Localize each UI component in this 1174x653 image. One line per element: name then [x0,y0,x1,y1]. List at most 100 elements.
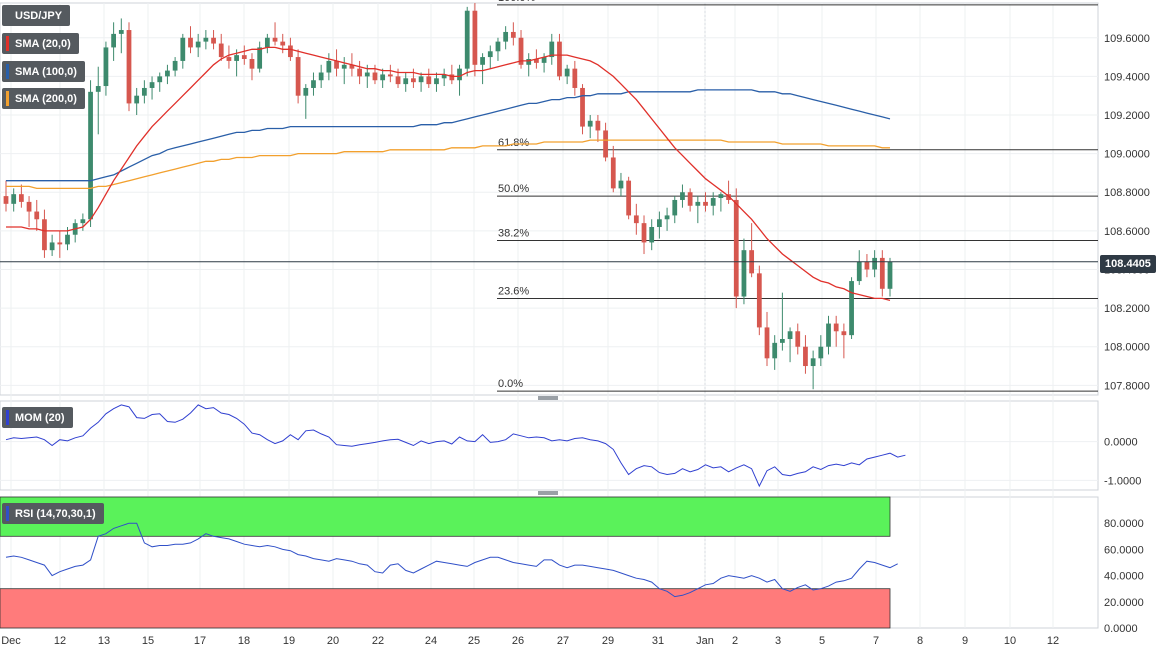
candle [764,311,770,367]
candle [557,33,562,81]
candle-body [887,261,893,289]
candle [426,68,432,88]
candle [311,72,316,96]
candle-body [418,76,424,83]
candle-body [641,223,647,243]
candle [441,68,447,87]
candle [587,115,593,139]
candle [165,64,170,85]
sma200-swatch [6,91,9,106]
candle-body [595,120,601,131]
price-tick-label: 108.6000 [1104,226,1150,238]
candle-body [42,219,47,251]
rsi-overbought-zone [0,496,891,537]
pair-label[interactable]: USD/JPY [2,5,71,26]
candle-body [464,10,470,69]
x-tick-label: Dec [1,635,21,647]
candle-body [695,201,701,206]
candle [603,122,608,162]
candle [372,64,378,85]
legend-momentum[interactable]: MOM (20) [2,407,73,428]
candle-body [772,342,778,359]
candle-body [557,41,562,77]
candle-body [664,215,670,220]
candle [510,22,516,46]
candle [503,26,509,50]
candle-body [334,60,339,69]
x-tick-label: 20 [327,635,339,647]
candle-body [65,234,70,245]
sma100-line [6,89,891,182]
candle [387,64,393,83]
candle-body [672,199,678,216]
candle-body [234,55,239,61]
candle-body [3,196,9,204]
candle-body [311,80,316,88]
fib-label: 0.0% [498,378,523,390]
candle [149,76,155,100]
candle-body [472,10,478,65]
candle-body [226,57,232,61]
legend-rsi[interactable]: RSI (14,70,30,1) [2,503,104,524]
candle [864,254,870,278]
candle-body [741,250,747,297]
candle-body [657,219,662,227]
candle-body [541,57,547,63]
candle [457,64,462,96]
price-tick-label: 109.2000 [1104,110,1150,122]
x-tick-label: 8 [917,635,923,647]
candle [480,53,485,85]
candle-body [326,60,332,73]
candle-body [503,31,509,42]
candle-body [257,47,263,69]
candle [879,250,885,297]
candle [572,60,578,96]
candle-body [818,346,824,359]
candle [487,45,493,69]
legend-sma20[interactable]: SMA (20,0) [2,33,79,54]
candle [42,209,47,258]
candle [318,64,324,88]
candle-body [395,76,401,85]
candle-body [149,82,155,88]
rsi-tick-label: 80.0000 [1104,518,1144,530]
candle-body [710,198,716,206]
sma20-swatch [6,36,9,51]
legend-sma100[interactable]: SMA (100,0) [2,61,85,82]
candle [856,250,862,285]
candle-body [80,219,86,224]
candle-body [626,180,632,216]
candle [264,33,270,54]
candle [672,196,678,224]
pair-swatch [6,8,9,23]
candle-body [49,242,55,251]
candle [449,64,455,85]
candle-body [864,261,870,270]
candle-body [457,68,462,81]
candle-body [872,257,878,270]
x-tick-label: 13 [98,635,110,647]
candle-body [841,331,847,336]
candle [803,335,808,374]
candle-body [188,37,193,48]
candle-body [526,59,532,65]
x-tick-label: 17 [194,635,206,647]
candle [680,184,685,208]
candle-body [349,64,355,69]
x-tick-label: 31 [652,635,664,647]
candle [418,72,424,92]
candle-body [703,201,708,206]
candle-body [618,180,624,189]
x-tick-label: 15 [142,635,154,647]
legend-sma200-text: SMA (200,0) [15,92,77,105]
candle-body [487,51,493,58]
candle [111,22,117,61]
x-tick-label: 10 [1004,635,1016,647]
momentum-line [5,404,906,488]
legend-sma200[interactable]: SMA (200,0) [2,88,85,109]
candle-body [603,130,608,158]
mom-swatch [6,410,9,425]
candle [657,211,662,239]
candle-body [803,346,808,367]
